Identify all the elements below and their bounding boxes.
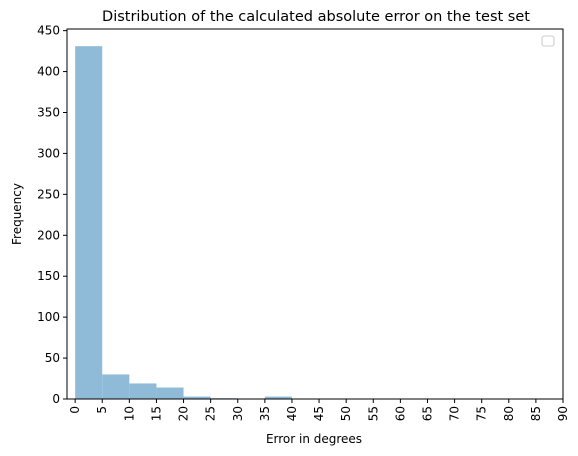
x-tick-label: 5 [95,406,109,414]
legend-box [541,35,555,47]
x-tick-label: 20 [177,406,191,421]
bars-group [75,46,292,399]
x-tick-label: 40 [285,406,299,421]
y-tick-label: 350 [37,105,60,119]
x-tick-label: 50 [339,406,353,421]
y-tick-label: 150 [37,269,60,283]
x-tick-label: 55 [366,406,380,421]
chart-title: Distribution of the calculated absolute … [102,9,530,25]
histogram-bar-2 [129,383,157,399]
histogram-bar-7 [264,396,292,399]
y-tick-label: 100 [37,310,60,324]
x-axis-ticks: 0 5 10 15 20 25 30 35 40 45 50 55 60 65 70 75 80 85 90 [68,399,570,421]
x-tick-label: 70 [448,406,462,421]
y-tick-label: 0 [52,392,60,406]
x-tick-label: 60 [393,406,407,421]
x-axis-label: Error in degrees [266,432,362,446]
y-tick-label: 200 [37,228,60,242]
x-tick-label: 85 [529,406,543,421]
y-tick-label: 50 [45,351,60,365]
x-tick-label: 0 [68,406,82,414]
histogram-bar-3 [156,387,184,399]
x-tick-label: 90 [556,406,570,421]
x-tick-label: 15 [149,406,163,421]
y-axis-ticks: 0 50 100 150 200 250 300 350 400 450 [37,24,67,406]
x-tick-label: 10 [122,406,136,421]
y-tick-label: 400 [37,65,60,79]
x-tick-label: 65 [420,406,434,421]
y-tick-label: 250 [37,187,60,201]
y-tick-label: 300 [37,146,60,160]
x-tick-label: 25 [204,406,218,421]
histogram-bar-4 [183,396,211,399]
y-tick-label: 450 [37,24,60,38]
histogram-bar-0 [75,46,103,399]
histogram-bar-1 [102,374,130,399]
y-axis-label: Frequency [10,183,24,245]
x-tick-label: 75 [475,406,489,421]
x-tick-label: 30 [231,406,245,421]
x-tick-label: 45 [312,406,326,421]
plot-frame [66,28,564,400]
x-tick-label: 35 [258,406,272,421]
x-tick-label: 80 [502,406,516,421]
